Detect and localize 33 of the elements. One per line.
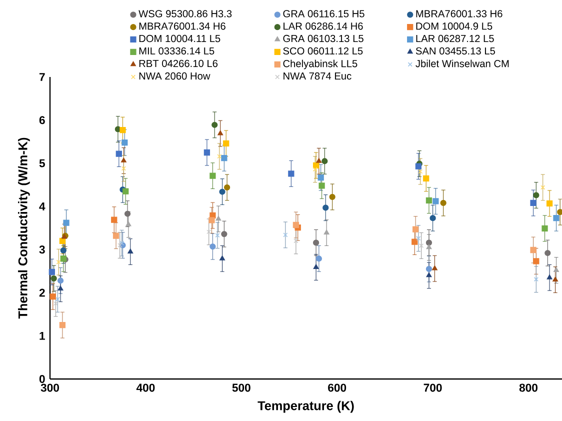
- x-tick-label: 700: [424, 384, 442, 392]
- x-tick-label: 600: [328, 384, 346, 392]
- y-tick-label: 1: [40, 332, 45, 340]
- legend-label: Jbilet Winselwan CM: [416, 60, 509, 68]
- y-tick-label: 5: [39, 159, 45, 168]
- legend-label: SAN 03455.13 L5: [416, 47, 495, 55]
- legend-label: LAR 06287.12 L5: [416, 34, 494, 42]
- y-tick-label: 3: [39, 246, 45, 254]
- legend-label: RBT 04266.10 L6: [139, 60, 218, 68]
- legend-label: WSG 95300.86 H3.3: [138, 10, 232, 18]
- legend-label: GRA 06116.15 H5: [283, 10, 364, 18]
- y-tick-label: 6: [39, 116, 45, 124]
- legend-label: DOM 10004.9 L5: [416, 22, 492, 30]
- y-axis-title: Thermal Conductivity (W/m-K): [18, 138, 30, 319]
- y-tick-label: 2: [39, 288, 45, 297]
- y-tick-label: 4: [39, 202, 46, 210]
- legend-label: MIL 03336.14 L5: [139, 47, 214, 55]
- legend-label: MBRA76001.33 H6: [416, 10, 502, 18]
- y-tick-label: 7: [39, 73, 45, 81]
- legend-label: NWA 7874 Euc: [284, 72, 352, 80]
- x-axis-title: Temperature (K): [258, 400, 354, 413]
- x-tick-label: 300: [40, 384, 59, 392]
- legend-label: LAR 06286.14 H6: [284, 22, 363, 30]
- x-tick-label: 500: [232, 384, 250, 392]
- legend-label: NWA 2060 How: [139, 72, 210, 80]
- legend-label: Chelyabinsk LL5: [283, 60, 358, 70]
- legend-label: MBRA76001.34 H6: [139, 22, 226, 30]
- legend-label: GRA 06103.13 L5: [283, 34, 364, 42]
- y-tick-label: 0: [39, 374, 45, 383]
- legend-label: SCO 06011.12 L5: [283, 47, 363, 55]
- x-tick-label: 800: [519, 384, 538, 392]
- legend-label: DOM 10004.11 L5: [139, 34, 220, 42]
- x-tick-label: 400: [136, 384, 155, 392]
